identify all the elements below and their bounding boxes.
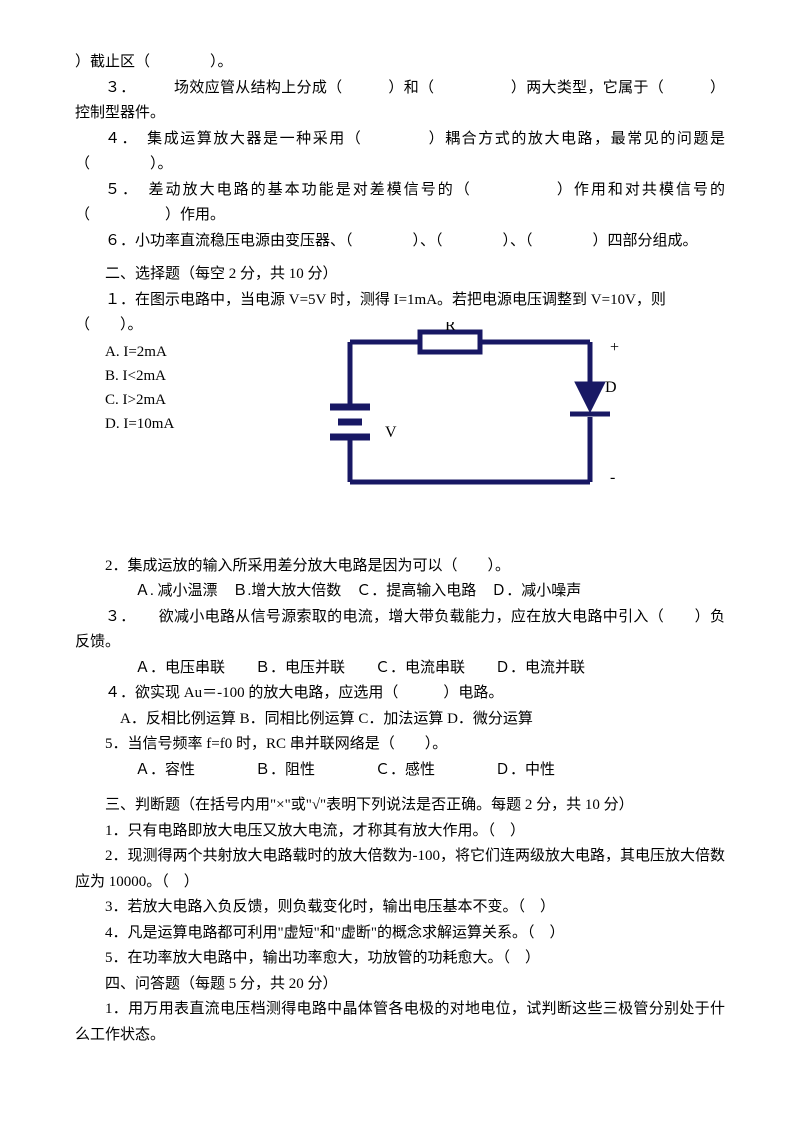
s3-item-1: 1．只有电路即放大电压又放大电流，才称其有放大作用。（ ）	[75, 819, 725, 845]
q4-options: A．反相比例运算 B．同相比例运算 C．加法运算 D．微分运算	[75, 707, 725, 733]
fill-item-4: ５． 差动放大电路的基本功能是对差模信号的（ ）作用和对共模信号的（ ）作用。	[75, 178, 725, 229]
section3-items: 1．只有电路即放大电压又放大电流，才称其有放大作用。（ ） 2．现测得两个共射放…	[75, 819, 725, 972]
section3-title: 三、判断题（在括号内用"×"或"√"表明下列说法是否正确。每题 2 分，共 10…	[75, 793, 725, 819]
fill-item-5: ６．小功率直流稳压电源由变压器、（ ）、（ ）、（ ）四部分组成。	[75, 229, 725, 255]
s3-item-5: 5．在功率放大电路中，输出功率愈大，功放管的功耗愈大。（ ）	[75, 946, 725, 972]
q3-options: Ａ．电压串联 Ｂ．电压并联 Ｃ．电流串联 Ｄ．电流并联	[75, 656, 725, 682]
label-plus: +	[610, 339, 619, 356]
q1-optC: C. I>2mA	[75, 388, 174, 412]
fill-item-3: ４． 集成运算放大器是一种采用（ ）耦合方式的放大电路，最常见的问题是（ ）。	[75, 127, 725, 178]
q2-text: 2．集成运放的输入所采用差分放大电路是因为可以（ ）。	[75, 554, 725, 580]
q3-text: ３． 欲减小电路从信号源索取的电流，增大带负载能力，应在放大电路中引入（ ）负反…	[75, 605, 725, 656]
label-minus: -	[610, 469, 615, 486]
circuit-svg: R V D + -	[310, 322, 630, 502]
fill-item-2: ３． 场效应管从结构上分成（ ）和（ ）两大类型，它属于（ ）控制型器件。	[75, 76, 725, 127]
section2-title: 二、选择题（每空 2 分，共 10 分）	[75, 262, 725, 288]
s3-item-2: 2．现测得两个共射放大电路载时的放大倍数为-100，将它们连两级放大电路，其电压…	[75, 844, 725, 895]
label-V: V	[385, 424, 397, 441]
q5-options: Ａ．容性 Ｂ．阻性 Ｃ．感性 Ｄ．中性	[75, 758, 725, 784]
s3-item-3: 3．若放大电路入负反馈，则负载变化时，输出电压基本不变。（ ）	[75, 895, 725, 921]
q1-container: １．在图示电路中，当电源 V=5V 时，测得 I=1mA。若把电源电压调整到 V…	[75, 288, 725, 339]
q5-text: 5．当信号频率 f=f0 时，RC 串并联网络是（ ）。	[75, 732, 725, 758]
q1-options: A. I=2mA B. I<2mA C. I>2mA D. I=10mA	[75, 340, 174, 436]
fill-blank-section: ）截止区（ ）。 ３． 场效应管从结构上分成（ ）和（ ）两大类型，它属于（ ）…	[75, 50, 725, 254]
q2-options: Ａ. 减小温漂 Ｂ.增大放大倍数 Ｃ．提高输入电路 Ｄ．减小噪声	[75, 579, 725, 605]
q1-optB: B. I<2mA	[75, 364, 174, 388]
fill-item-1: ）截止区（ ）。	[75, 50, 725, 76]
label-R: R	[445, 322, 456, 334]
s4-q1: 1．用万用表直流电压档测得电路中晶体管各电极的对地电位，试判断这些三极管分别处于…	[75, 997, 725, 1048]
q1-optA: A. I=2mA	[75, 340, 174, 364]
q1-optD: D. I=10mA	[75, 412, 174, 436]
s3-item-4: 4．凡是运算电路都可利用"虚短"和"虚断"的概念求解运算关系。（ ）	[75, 921, 725, 947]
section4-title: 四、问答题（每题 5 分，共 20 分）	[75, 972, 725, 998]
q4-text: ４．欲实现 Au＝-100 的放大电路，应选用（ ）电路。	[75, 681, 725, 707]
section2-rest: 2．集成运放的输入所采用差分放大电路是因为可以（ ）。 Ａ. 减小温漂 Ｂ.增大…	[75, 554, 725, 784]
circuit-diagram: R V D + -	[310, 322, 630, 512]
label-D: D	[605, 379, 617, 396]
